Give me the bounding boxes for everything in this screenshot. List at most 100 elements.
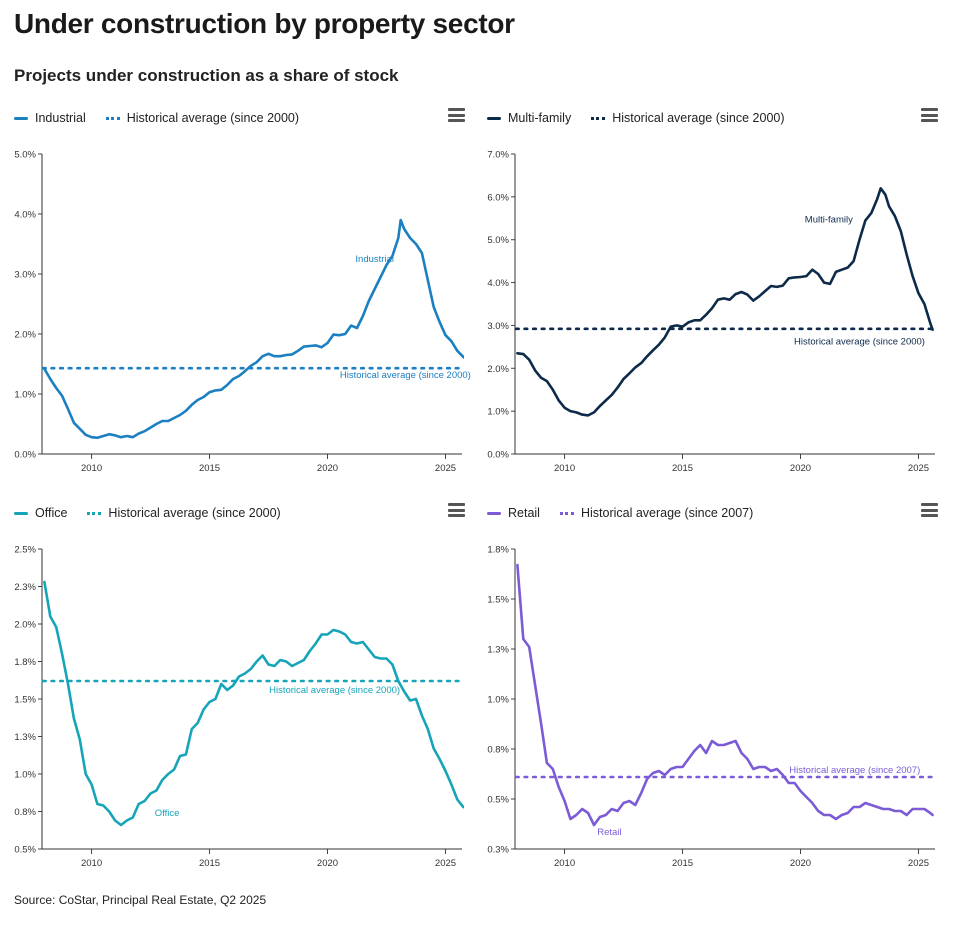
legend-average-label: Historical average (since 2000) (612, 111, 785, 125)
y-tick-label: 1.0% (14, 390, 36, 401)
series-line[interactable] (516, 187, 934, 417)
chart-legend: Industrial Historical average (since 200… (14, 106, 319, 130)
y-tick-label: 2.0% (487, 364, 509, 375)
average-annotation: Historical average (since 2007) (789, 765, 920, 776)
y-tick-label: 2.5% (14, 545, 36, 556)
y-tick-label: 1.0% (487, 407, 509, 418)
multifamily-chart-panel: Multi-family Historical average (since 2… (481, 106, 951, 496)
hamburger-menu-icon[interactable] (448, 108, 466, 126)
y-tick-label: 0.5% (487, 795, 509, 806)
y-tick-label: 0.0% (487, 450, 509, 461)
y-tick-label: 0.5% (14, 845, 36, 856)
y-tick-label: 3.0% (487, 321, 509, 332)
legend-average[interactable]: Historical average (since 2000) (105, 111, 300, 125)
x-tick-label: 2015 (672, 858, 693, 869)
y-tick-label: 1.5% (14, 695, 36, 706)
legend-dotted-swatch (559, 511, 574, 515)
legend-average[interactable]: Historical average (since 2007) (559, 506, 754, 520)
industrial-chart: 0.0% 1.0% 2.0% 3.0% 4.0% 5.0% 2010 2015 2020 2025… (14, 150, 471, 475)
series-line[interactable] (516, 563, 934, 827)
x-tick-label: 2010 (81, 858, 102, 869)
average-annotation: Historical average (since 2000) (340, 370, 471, 381)
y-tick-label: 1.3% (14, 732, 36, 743)
multifamily-chart: 0.0% 1.0% 2.0% 3.0% 4.0% 5.0% 6.0% 7.0% 2010 2015… (487, 150, 937, 474)
hamburger-menu-icon[interactable] (921, 503, 939, 521)
x-tick-label: 2015 (672, 463, 693, 474)
legend-series-label: Retail (508, 506, 540, 520)
y-tick-label: 0.0% (14, 450, 36, 461)
retail-chart: 0.3% 0.5% 0.8% 1.0% 1.3% 1.5% 1.8% 2010 2015 2020… (487, 545, 937, 869)
y-tick-label: 0.3% (487, 845, 509, 856)
series-annotation: Office (155, 808, 180, 819)
y-tick-label: 6.0% (487, 192, 509, 203)
y-tick-label: 5.0% (487, 235, 509, 246)
series-annotation: Retail (597, 827, 621, 838)
legend-dotted-swatch (87, 511, 102, 515)
x-tick-label: 2020 (790, 463, 811, 474)
legend-series-label: Industrial (35, 111, 86, 125)
source-note: Source: CoStar, Principal Real Estate, Q… (14, 893, 267, 907)
legend-series[interactable]: Multi-family (487, 111, 571, 125)
legend-series-label: Office (35, 506, 68, 520)
legend-average[interactable]: Historical average (since 2000) (591, 111, 785, 125)
legend-average[interactable]: Historical average (since 2000) (87, 506, 281, 520)
x-tick-label: 2010 (554, 858, 575, 869)
y-tick-label: 3.0% (14, 270, 36, 281)
hamburger-menu-icon[interactable] (448, 503, 466, 521)
office-chart: 0.5% 0.8% 1.0% 1.3% 1.5% 1.8% 2.0% 2.3% 2.5% 2010… (14, 545, 469, 869)
chart-legend: Retail Historical average (since 2007) (487, 501, 773, 525)
y-tick-label: 1.0% (487, 695, 509, 706)
legend-dotted-swatch (105, 116, 120, 120)
series-annotation: Industrial (355, 254, 394, 265)
legend-series[interactable]: Retail (487, 506, 540, 520)
y-tick-label: 4.0% (14, 210, 36, 221)
x-tick-label: 2025 (435, 463, 456, 474)
y-tick-label: 1.5% (487, 595, 509, 606)
series-line[interactable] (43, 580, 469, 827)
legend-average-label: Historical average (since 2007) (580, 506, 754, 520)
page-title: Under construction by property sector (14, 8, 515, 39)
y-tick-label: 4.0% (487, 278, 509, 289)
office-chart-panel: Office Historical average (since 2000) 0… (8, 501, 478, 891)
legend-average-label: Historical average (since 2000) (126, 111, 300, 125)
x-tick-label: 2010 (554, 463, 575, 474)
retail-chart-panel: Retail Historical average (since 2007) 0… (481, 501, 951, 891)
y-tick-label: 0.8% (487, 745, 509, 756)
page-subtitle: Projects under construction as a share o… (14, 66, 399, 85)
average-annotation: Historical average (since 2000) (269, 685, 400, 696)
legend-dotted-swatch (591, 116, 606, 120)
legend-line-swatch (487, 511, 501, 515)
x-tick-label: 2025 (908, 858, 929, 869)
legend-average-label: Historical average (since 2000) (108, 506, 281, 520)
chart-legend: Multi-family Historical average (since 2… (487, 106, 805, 130)
y-tick-label: 7.0% (487, 150, 509, 161)
hamburger-menu-icon[interactable] (921, 108, 939, 126)
y-tick-label: 1.8% (487, 545, 509, 556)
y-tick-label: 5.0% (14, 150, 36, 161)
legend-line-swatch (14, 511, 28, 515)
legend-line-swatch (14, 116, 28, 120)
x-tick-label: 2015 (199, 858, 220, 869)
y-tick-label: 1.3% (487, 645, 509, 656)
x-tick-label: 2010 (81, 463, 102, 474)
y-tick-label: 2.3% (14, 582, 36, 593)
y-tick-label: 0.8% (14, 807, 36, 818)
y-tick-label: 1.0% (14, 770, 36, 781)
x-tick-label: 2020 (317, 858, 338, 869)
industrial-chart-panel: Industrial Historical average (since 200… (8, 106, 478, 496)
y-tick-label: 2.0% (14, 330, 36, 341)
legend-series-label: Multi-family (508, 111, 572, 125)
legend-series[interactable]: Office (14, 506, 67, 520)
x-tick-label: 2025 (435, 858, 456, 869)
x-tick-label: 2025 (908, 463, 929, 474)
y-tick-label: 1.8% (14, 657, 36, 668)
legend-line-swatch (487, 116, 501, 120)
legend-series[interactable]: Industrial (14, 111, 86, 125)
x-tick-label: 2020 (790, 858, 811, 869)
x-tick-label: 2020 (317, 463, 338, 474)
series-annotation: Multi-family (805, 215, 853, 226)
y-tick-label: 2.0% (14, 620, 36, 631)
chart-legend: Office Historical average (since 2000) (14, 501, 301, 525)
average-annotation: Historical average (since 2000) (794, 337, 925, 348)
series-line[interactable] (43, 218, 469, 440)
